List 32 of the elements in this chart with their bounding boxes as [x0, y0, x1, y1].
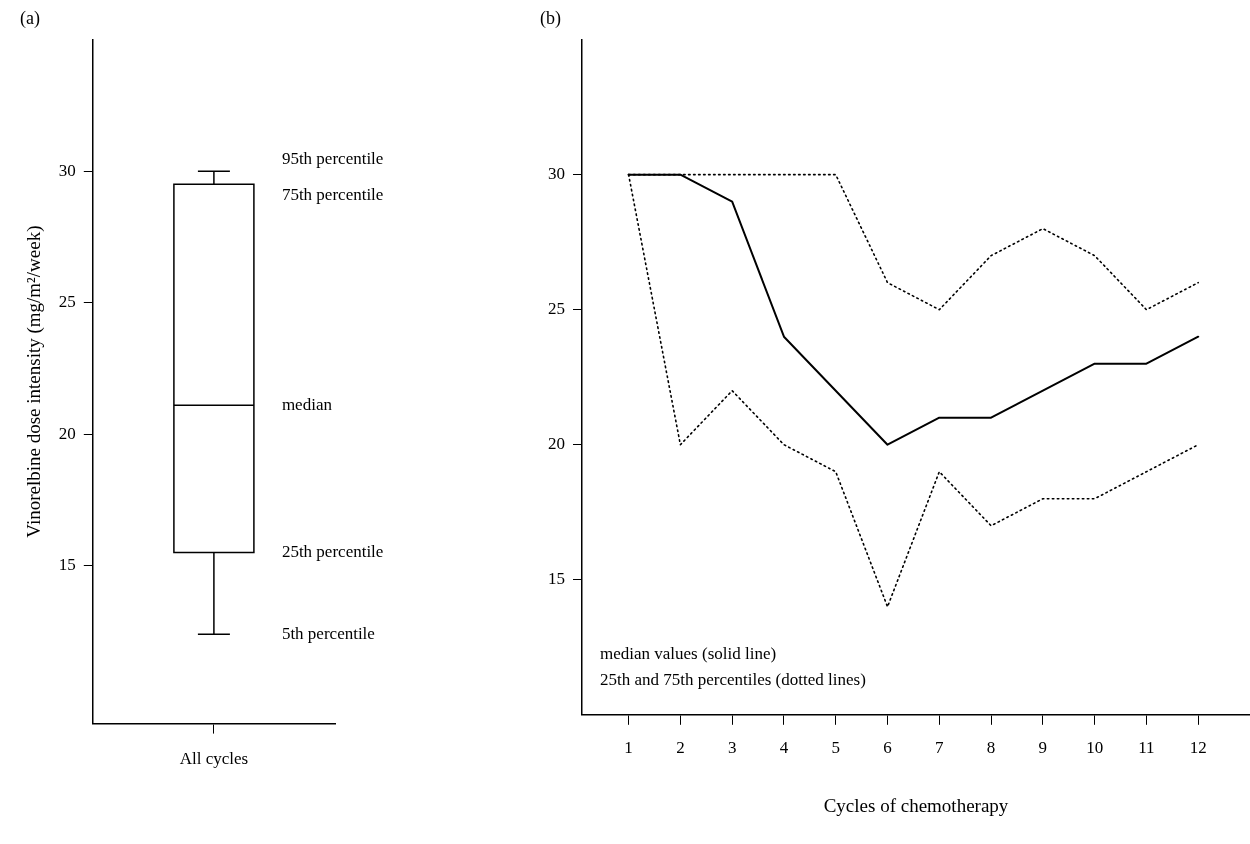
- y-tick-label: 30: [548, 164, 565, 184]
- x-axis-title: Cycles of chemotherapy: [823, 794, 1009, 816]
- x-tick-label: 10: [1086, 738, 1104, 758]
- text: 5th percentile: [281, 623, 375, 643]
- x-tick-label: 9: [1038, 738, 1048, 758]
- y-tick-label: 20: [548, 434, 565, 454]
- y-axis-title: Vinorelbine dose intensity (mg/m²/week): [23, 225, 46, 538]
- chart-title: (b): [540, 7, 561, 29]
- text: 95th percentile: [281, 149, 384, 169]
- x-tick-label: 4: [779, 738, 789, 758]
- text: median: [281, 394, 333, 414]
- text: 25th percentile: [281, 542, 384, 562]
- x-tick-label: 7: [935, 738, 945, 758]
- x-tick-label: 2: [676, 738, 685, 758]
- chart-title: (a): [20, 7, 40, 29]
- x-tick-label: All cycles: [179, 749, 249, 769]
- y-tick-label: 30: [58, 160, 76, 180]
- x-tick-label: 1: [624, 738, 633, 758]
- x-tick-label: 6: [883, 738, 892, 758]
- y-tick-label: 25: [548, 299, 565, 319]
- x-tick-label: 12: [1189, 738, 1207, 758]
- y-tick-label: 15: [58, 555, 76, 575]
- y-tick-label: 25: [58, 292, 76, 312]
- x-tick-label: 3: [727, 738, 737, 758]
- annotation: 25th and 75th percentiles (dotted lines): [600, 670, 866, 690]
- text: 75th percentile: [281, 185, 384, 205]
- annotation: median values (solid line): [600, 644, 777, 664]
- x-tick-label: 8: [986, 738, 996, 758]
- y-tick-label: 20: [58, 423, 76, 443]
- x-tick-label: 11: [1138, 738, 1155, 758]
- y-tick-label: 15: [548, 569, 565, 589]
- x-tick-label: 5: [831, 738, 840, 758]
